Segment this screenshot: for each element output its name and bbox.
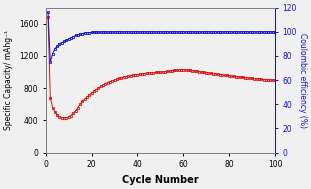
Y-axis label: Specific Capacity/ mAhg⁻¹: Specific Capacity/ mAhg⁻¹ — [4, 30, 13, 130]
X-axis label: Cycle Number: Cycle Number — [122, 175, 199, 185]
Y-axis label: Coulombic efficiency (%): Coulombic efficiency (%) — [298, 33, 307, 128]
